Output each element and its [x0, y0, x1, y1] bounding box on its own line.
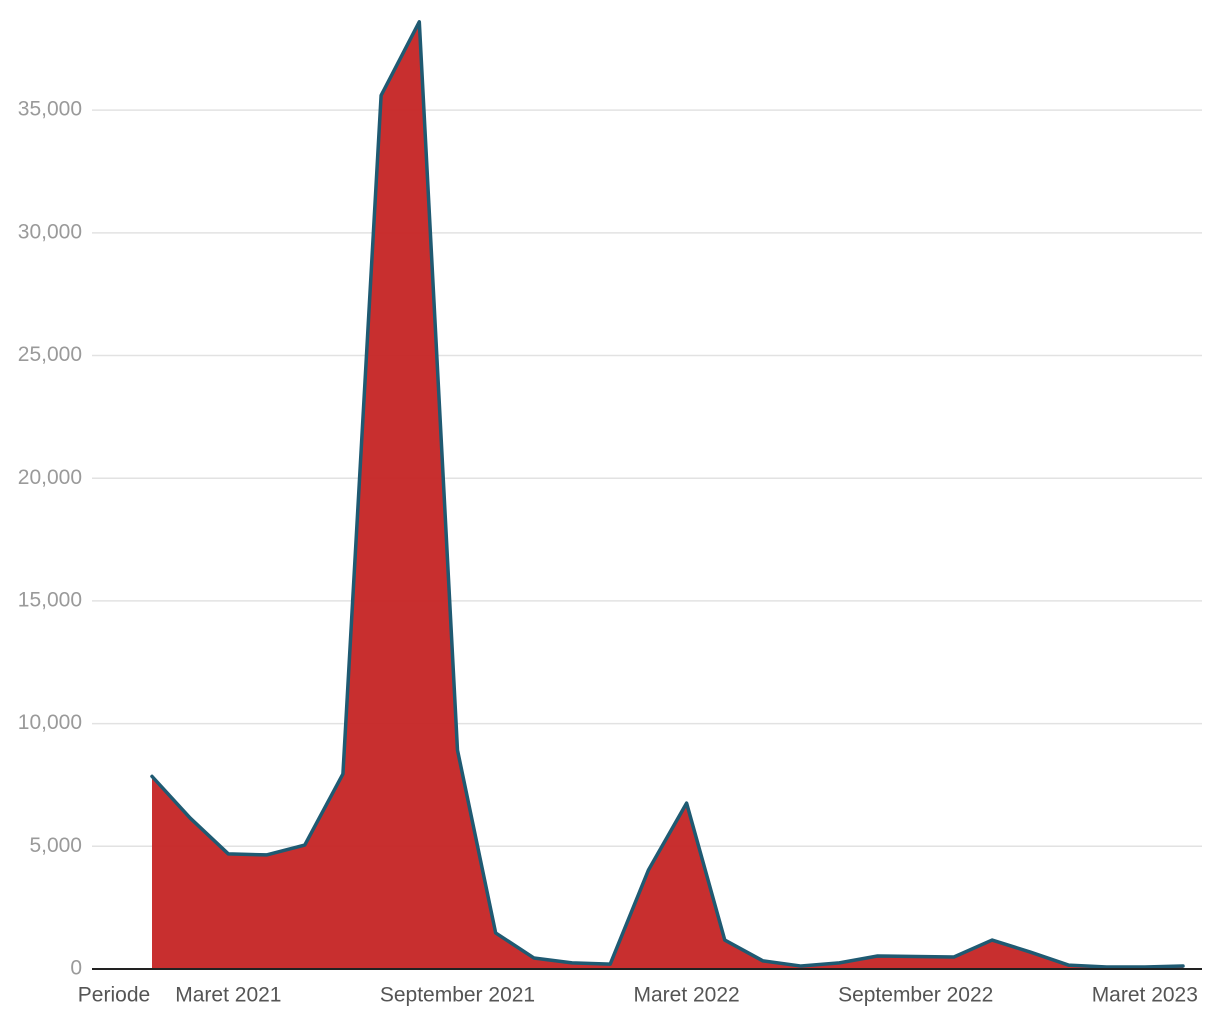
- x-tick-label: Maret 2023: [1092, 984, 1198, 1007]
- line: [150, 20, 1185, 969]
- x-axis-label: Periode: [78, 984, 150, 1007]
- y-tick-label: 10,000: [18, 711, 82, 734]
- y-tick-label: 5,000: [29, 834, 82, 857]
- y-tick-label: 15,000: [18, 588, 82, 611]
- x-tick-label: September 2021: [380, 984, 535, 1007]
- y-tick-label: 25,000: [18, 343, 82, 366]
- y-tick-label: 0: [70, 957, 82, 980]
- y-tick-label: 30,000: [18, 220, 82, 243]
- x-tick-label: September 2022: [838, 984, 993, 1007]
- x-tick-label: Maret 2021: [175, 984, 281, 1007]
- area: [152, 21, 1183, 970]
- y-tick-label: 35,000: [18, 98, 82, 121]
- x-tick-label: Maret 2022: [633, 984, 739, 1007]
- y-tick-label: 20,000: [18, 466, 82, 489]
